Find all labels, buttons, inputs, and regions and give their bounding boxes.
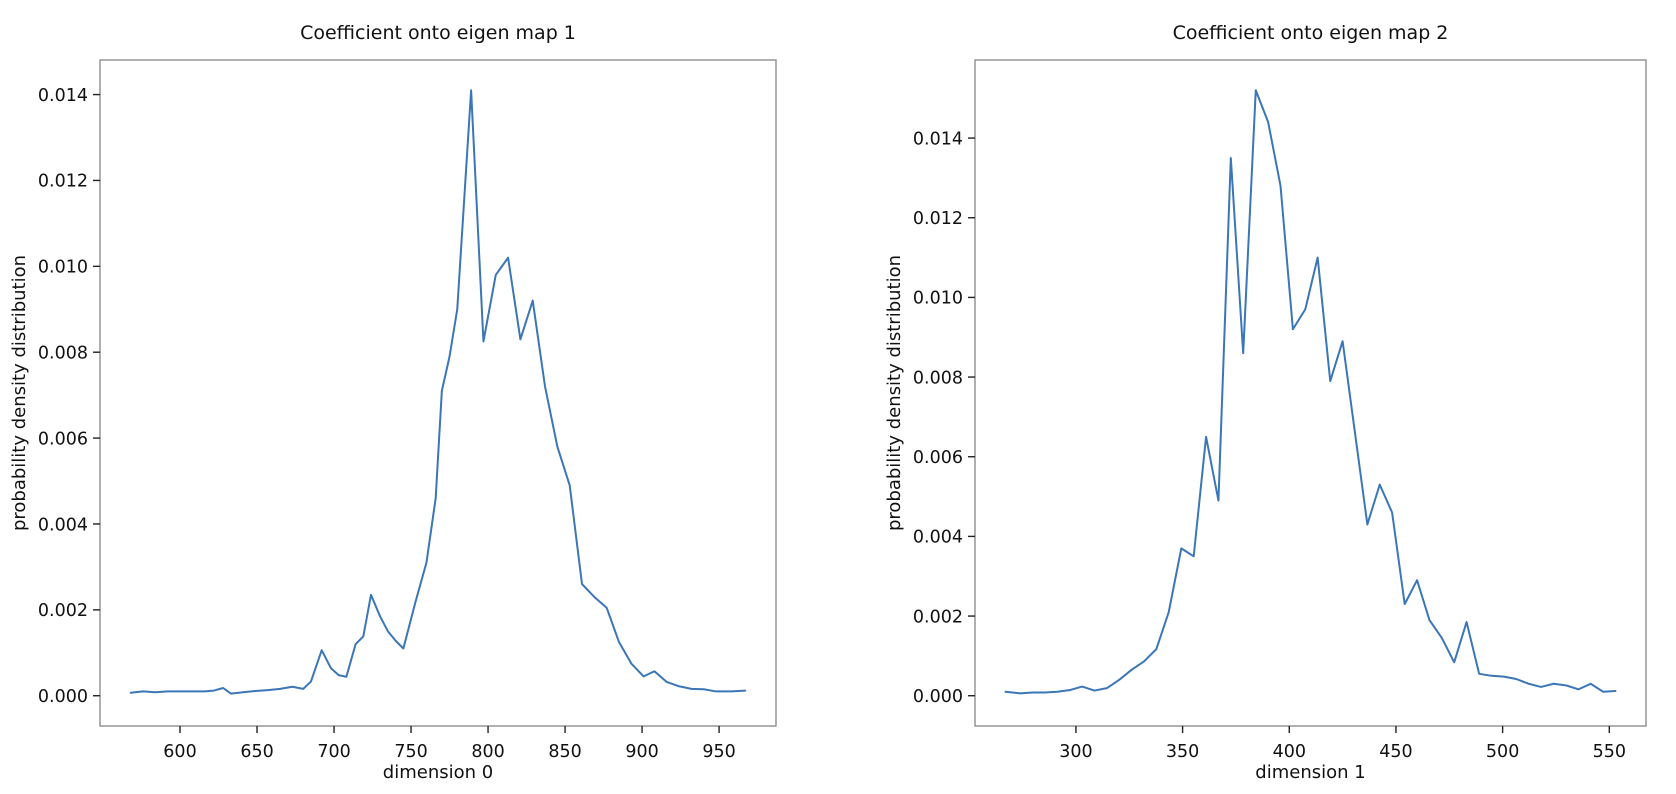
y-tick-label: 0.010 bbox=[38, 258, 88, 278]
y-tick-label: 0.004 bbox=[913, 528, 963, 548]
y-tick-label: 0.002 bbox=[913, 607, 963, 627]
x-tick-label: 600 bbox=[163, 742, 196, 762]
y-tick-label: 0.014 bbox=[38, 86, 88, 106]
y-tick-label: 0.006 bbox=[913, 448, 963, 468]
y-tick-label: 0.002 bbox=[38, 601, 88, 621]
y-tick-label: 0.012 bbox=[913, 209, 963, 229]
x-tick-label: 950 bbox=[702, 742, 735, 762]
x-tick-label: 850 bbox=[548, 742, 581, 762]
x-tick-label: 900 bbox=[625, 742, 658, 762]
x-tick-label: 800 bbox=[471, 742, 504, 762]
y-tick-label: 0.008 bbox=[38, 344, 88, 364]
plot-frame bbox=[99, 59, 777, 727]
y-tick-label: 0.014 bbox=[913, 129, 963, 149]
x-tick-label: 300 bbox=[1059, 742, 1092, 762]
y-tick-label: 0.006 bbox=[38, 429, 88, 449]
y-tick-label: 0.010 bbox=[913, 289, 963, 309]
subplot-1: 600 650 700 750 800 850 900 950 0.000 0.002 0.004 0… bbox=[38, 59, 777, 762]
x-tick-label: 500 bbox=[1486, 742, 1519, 762]
x-tick-label: 750 bbox=[394, 742, 427, 762]
y-tick-label: 0.000 bbox=[38, 687, 88, 707]
y-axis-label-right: probability density distribution bbox=[884, 254, 905, 532]
chart-title-eigenmap-2: Coefficient onto eigen map 2 bbox=[1172, 22, 1449, 44]
x-tick-label: 650 bbox=[240, 742, 273, 762]
x-tick-label: 400 bbox=[1273, 742, 1306, 762]
x-tick-label: 700 bbox=[317, 742, 350, 762]
density-line bbox=[1004, 89, 1617, 695]
y-tick-label: 0.008 bbox=[913, 368, 963, 388]
y-tick-label: 0.004 bbox=[38, 515, 88, 535]
y-tick-label: 0.012 bbox=[38, 172, 88, 192]
chart-title-eigenmap-1: Coefficient onto eigen map 1 bbox=[300, 22, 576, 44]
subplot-2: 300 350 400 450 500 550 0.000 0.002 0.004 0.006 0.… bbox=[913, 59, 1647, 762]
x-tick-label: 350 bbox=[1166, 742, 1199, 762]
y-axis-label-left: probability density distribution bbox=[9, 254, 30, 532]
plot-frame bbox=[974, 59, 1647, 727]
density-line bbox=[129, 89, 747, 695]
x-tick-label: 550 bbox=[1593, 742, 1626, 762]
x-axis-label-dimension-1: dimension 1 bbox=[1255, 762, 1366, 783]
x-tick-label: 450 bbox=[1379, 742, 1412, 762]
x-axis-label-dimension-0: dimension 0 bbox=[382, 762, 494, 783]
y-tick-label: 0.000 bbox=[913, 687, 963, 707]
